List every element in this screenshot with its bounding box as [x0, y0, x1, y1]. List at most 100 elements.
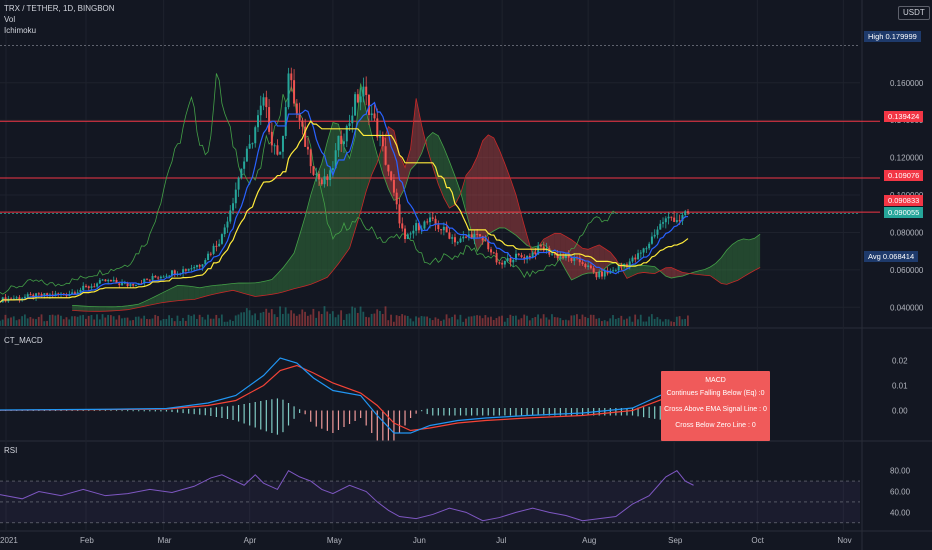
volume-bar: [295, 315, 298, 326]
candle-body: [459, 238, 462, 243]
ichimoku-cloud: [83, 306, 89, 312]
macd-tooltip-title: MACD: [705, 377, 726, 384]
volume-bar: [98, 319, 101, 326]
volume-bar: [406, 315, 409, 326]
volume-bar: [467, 316, 470, 326]
macd-histogram-bar: [365, 410, 367, 426]
volume-bar: [207, 314, 209, 326]
candle-body: [168, 275, 171, 277]
candle-body: [157, 277, 160, 279]
candle-body: [528, 255, 531, 258]
macd-histogram-bar: [570, 408, 573, 416]
macd-histogram-bar: [437, 408, 439, 416]
candle-body: [320, 179, 323, 185]
candle-body: [523, 257, 526, 260]
macd-histogram-bar: [210, 407, 212, 416]
volume-bar: [0, 320, 1, 326]
volume-bar: [21, 316, 23, 326]
candle-body: [598, 271, 601, 278]
candle-body: [434, 218, 437, 225]
volume-bar: [51, 314, 54, 326]
volume-bar: [26, 318, 29, 326]
candle-body: [279, 151, 282, 155]
volume-bar: [642, 321, 645, 326]
price-tick-label: 0.080000: [890, 228, 924, 237]
volume-bar: [473, 315, 476, 326]
candle-body: [148, 279, 151, 281]
indicator-vol-label[interactable]: Vol: [4, 15, 16, 24]
candle-body: [370, 113, 373, 116]
macd-histogram-bar: [348, 410, 351, 424]
volume-bar: [48, 315, 51, 326]
macd-histogram-bar: [315, 410, 317, 427]
macd-histogram-bar: [382, 410, 384, 441]
candle-body: [54, 293, 57, 296]
macd-histogram-bar: [387, 410, 389, 441]
candle-body: [584, 264, 587, 268]
volume-bar: [545, 317, 548, 326]
volume-bar: [412, 321, 415, 326]
volume-bar: [270, 309, 273, 326]
candle-body: [276, 145, 279, 155]
volume-bar: [675, 316, 678, 326]
candle-body: [184, 269, 187, 271]
volume-bar: [281, 313, 284, 326]
volume-bar: [204, 319, 207, 326]
volume-bar: [12, 316, 15, 326]
candle-body: [312, 166, 315, 175]
indicator-ichimoku-label[interactable]: Ichimoku: [4, 26, 37, 35]
candle-body: [165, 275, 168, 277]
macd-histogram-bar: [643, 407, 645, 418]
candle-body: [423, 221, 426, 229]
candle-body: [592, 268, 595, 273]
macd-histogram-bar: [132, 410, 134, 412]
volume-bar: [259, 312, 262, 326]
candle-body: [581, 262, 584, 265]
volume-bar: [109, 315, 112, 326]
candle-body: [232, 203, 235, 211]
volume-bar: [476, 315, 478, 326]
macd-histogram-bar: [99, 410, 101, 411]
candle-body: [426, 221, 429, 223]
ichimoku-cloud: [493, 137, 500, 231]
candle-body: [162, 276, 165, 278]
volume-bar: [667, 319, 670, 326]
volume-bar: [118, 315, 121, 326]
candle-body: [270, 131, 273, 146]
candle-body: [345, 126, 348, 142]
macd-pane-label[interactable]: CT_MACD: [4, 336, 43, 345]
candle-body: [648, 243, 651, 249]
candle-body: [171, 270, 173, 276]
volume-bar: [614, 318, 617, 326]
macd-histogram-bar: [604, 408, 606, 416]
volume-bar: [601, 321, 603, 326]
volume-bar: [620, 315, 623, 326]
volume-bar: [112, 316, 115, 326]
rsi-line: [0, 469, 694, 522]
volume-bar: [631, 321, 634, 326]
volume-bar: [293, 313, 295, 326]
candle-body: [537, 245, 540, 255]
macd-histogram-bar: [654, 406, 656, 419]
macd-histogram-bar: [520, 408, 523, 416]
rsi-tick-label: 60.00: [890, 488, 911, 497]
volume-bar: [595, 318, 598, 326]
rsi-pane-label[interactable]: RSI: [4, 446, 18, 455]
candle-body: [606, 270, 609, 274]
volume-bar: [420, 316, 423, 326]
rsi-tick-label: 80.00: [890, 467, 911, 476]
candle-body: [551, 253, 554, 255]
macd-histogram-bar: [204, 408, 206, 416]
volume-bar: [653, 318, 656, 326]
volume-bar: [459, 314, 462, 326]
candle-body: [442, 226, 445, 231]
candle-body: [567, 255, 570, 258]
volume-bar: [587, 318, 589, 326]
volume-bar: [517, 319, 520, 326]
currency-button[interactable]: USDT: [898, 6, 930, 20]
ichimoku-cloud: [210, 285, 217, 295]
ichimoku-cloud: [749, 238, 755, 274]
candle-body: [542, 246, 545, 251]
macd-histogram-bar: [559, 408, 561, 416]
